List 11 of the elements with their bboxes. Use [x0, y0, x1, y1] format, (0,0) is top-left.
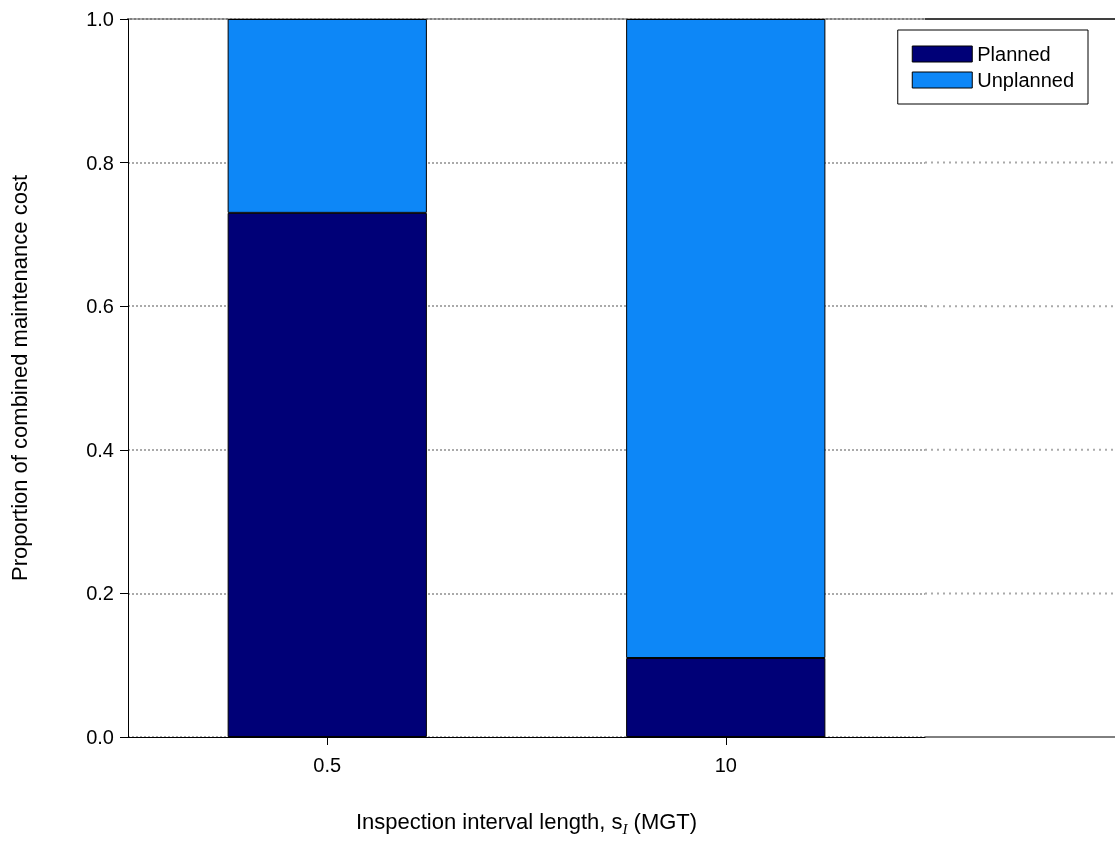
y-tick-label: 0.0	[86, 726, 114, 748]
y-tick-label: 0.6	[86, 295, 114, 318]
y-tick-label: 0.4	[86, 438, 114, 461]
y-tick-label: 0.2	[86, 582, 114, 605]
y-tick-label: 0.8	[86, 151, 114, 174]
y-axis-title: Proportion of combined maintenance cost	[6, 174, 32, 582]
y-tick-label: 1.0	[86, 8, 114, 30]
x-tick-label: 10	[714, 754, 737, 776]
legend-label: Planned	[977, 43, 1051, 65]
x-tick-label: 0.5	[313, 754, 342, 776]
legend-label: Unplanned	[977, 69, 1074, 91]
